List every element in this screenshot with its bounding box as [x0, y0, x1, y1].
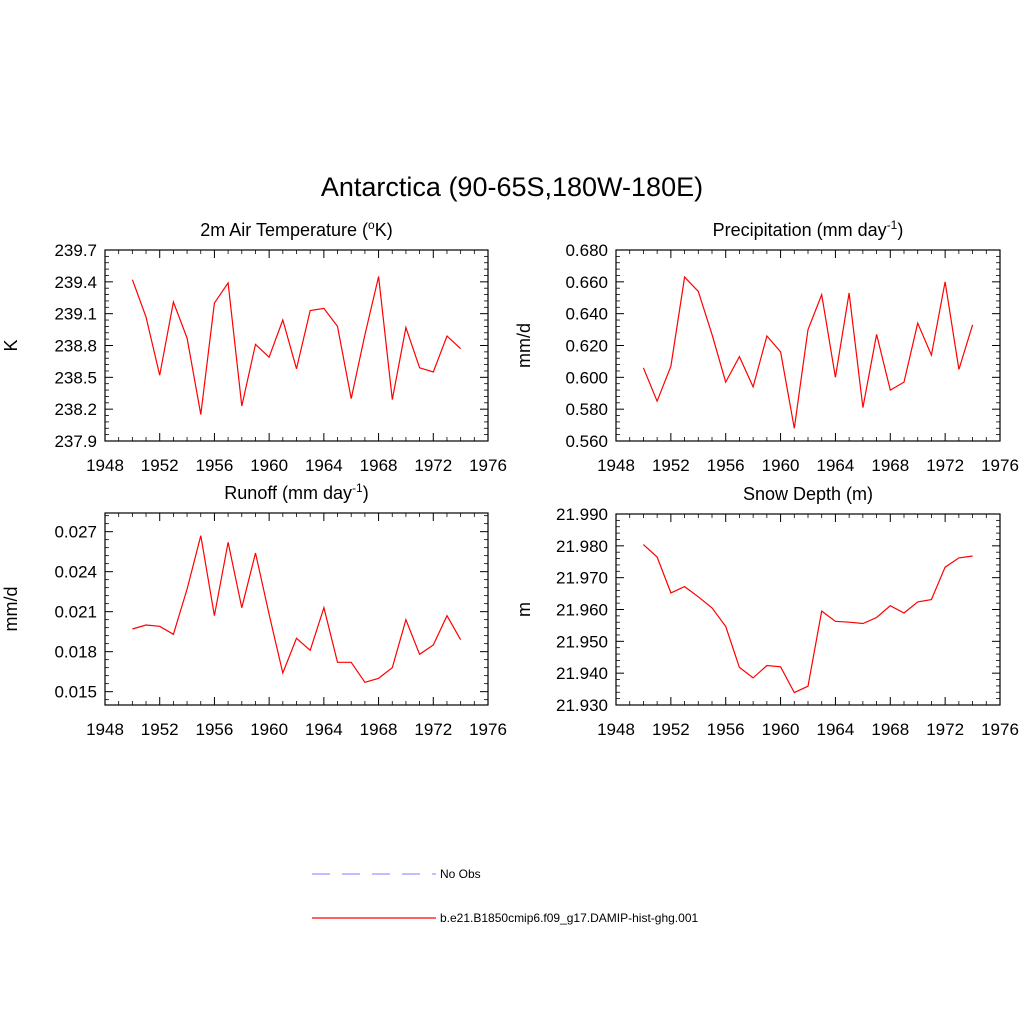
y-tick-label: 21.970 [556, 569, 608, 588]
panel-runoff: Runoff (mm day-1) 1948 1952 1956 1960 1964 196… [1, 481, 507, 739]
panel-precipitation: Precipitation (mm day-1) 1948 1952 1956 1960… [514, 218, 1019, 475]
y-axis-label: mm/d [1, 587, 21, 632]
y-tick-label: 21.940 [556, 664, 608, 683]
x-tick-label: 1972 [926, 720, 964, 739]
x-tick-label: 1976 [469, 720, 507, 739]
legend-label: No Obs [440, 867, 481, 881]
y-tick-label: 21.930 [556, 696, 608, 715]
x-tick-label: 1972 [414, 720, 452, 739]
plot-frame [104, 249, 489, 442]
x-tick-label: 1956 [707, 720, 745, 739]
y-tick-label: 0.560 [565, 432, 608, 451]
x-tick-label: 1948 [86, 720, 124, 739]
series-line [131, 276, 462, 415]
y-tick-label: 0.021 [54, 603, 97, 622]
x-tick-label: 1964 [305, 720, 343, 739]
y-tick-label: 21.950 [556, 632, 608, 651]
y-tick-label: 0.600 [565, 368, 608, 387]
y-axis-label: K [1, 339, 21, 351]
x-tick-label: 1952 [652, 720, 690, 739]
y-tick-label: 239.4 [54, 273, 97, 292]
x-tick-label: 1972 [414, 456, 452, 475]
x-tick-label: 1960 [250, 720, 288, 739]
panel-title: Runoff (mm day-1) [224, 481, 368, 503]
y-tick-label: 0.620 [565, 337, 608, 356]
y-tick-label: 0.660 [565, 273, 608, 292]
x-tick-label: 1956 [196, 456, 234, 475]
x-tick-label: 1976 [981, 456, 1019, 475]
series-line [642, 544, 973, 694]
x-tick-label: 1960 [762, 720, 800, 739]
x-tick-label: 1960 [250, 456, 288, 475]
y-tick-label: 0.027 [54, 523, 97, 542]
y-tick-label: 239.7 [54, 241, 97, 260]
panels: 2m Air Temperature (oK) 1948 1952 1956 1960 1… [1, 218, 1019, 739]
series-line [642, 275, 974, 429]
x-tick-label: 1952 [141, 720, 179, 739]
y-tick-label: 0.680 [565, 241, 608, 260]
x-tick-label: 1972 [926, 456, 964, 475]
panel-title: Precipitation (mm day-1) [713, 218, 904, 240]
figure-title: Antarctica (90-65S,180W-180E) [321, 172, 703, 202]
y-tick-label: 0.018 [54, 643, 97, 662]
panel-temperature: 2m Air Temperature (oK) 1948 1952 1956 1960 1… [1, 218, 507, 475]
plot-frame [615, 513, 1001, 706]
y-tick-label: 238.8 [54, 337, 97, 356]
x-tick-label: 1964 [817, 720, 855, 739]
y-tick-label: 0.015 [54, 683, 97, 702]
panel-snow-depth: Snow Depth (m) 1948 1952 1956 1960 1964 1968 19… [514, 484, 1019, 739]
y-tick-label: 238.2 [54, 400, 97, 419]
y-tick-label: 239.1 [54, 305, 97, 324]
y-axis-label: mm/d [514, 323, 534, 368]
y-tick-label: 0.580 [565, 400, 608, 419]
x-tick-label: 1952 [141, 456, 179, 475]
panel-title: Snow Depth (m) [743, 484, 873, 504]
plot-frame [104, 512, 489, 706]
y-tick-label: 238.5 [54, 368, 97, 387]
x-tick-label: 1968 [871, 720, 909, 739]
x-tick-label: 1976 [469, 456, 507, 475]
y-tick-label: 0.024 [54, 563, 97, 582]
y-tick-label: 0.640 [565, 305, 608, 324]
x-tick-label: 1948 [86, 456, 124, 475]
y-tick-label: 21.980 [556, 537, 608, 556]
x-tick-label: 1976 [981, 720, 1019, 739]
y-tick-label: 21.990 [556, 505, 608, 524]
x-tick-label: 1956 [707, 456, 745, 475]
x-tick-label: 1952 [652, 456, 690, 475]
x-tick-label: 1956 [196, 720, 234, 739]
x-tick-label: 1964 [305, 456, 343, 475]
x-tick-label: 1948 [597, 456, 635, 475]
panel-title: 2m Air Temperature (oK) [200, 218, 392, 240]
x-tick-label: 1960 [762, 456, 800, 475]
y-tick-label: 237.9 [54, 432, 97, 451]
x-tick-label: 1948 [597, 720, 635, 739]
legend-label: b.e21.B1850cmip6.f09_g17.DAMIP-hist-ghg.… [440, 911, 698, 925]
x-tick-label: 1968 [360, 720, 398, 739]
x-tick-label: 1968 [871, 456, 909, 475]
series-line [132, 535, 462, 683]
x-tick-label: 1964 [817, 456, 855, 475]
legend: No Obs b.e21.B1850cmip6.f09_g17.DAMIP-his… [312, 867, 698, 925]
y-tick-label: 21.960 [556, 601, 608, 620]
y-axis-label: m [514, 602, 534, 617]
x-tick-label: 1968 [360, 456, 398, 475]
